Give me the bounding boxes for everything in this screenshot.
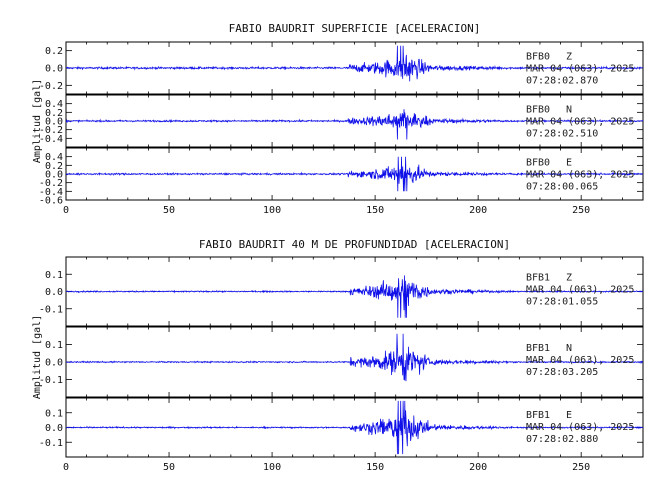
- record-time: 07:28:02.870: [526, 76, 598, 87]
- y-tick-label: 0.0: [45, 287, 63, 298]
- component-code: N: [566, 343, 572, 354]
- seismic-trace: [65, 400, 644, 455]
- component-code: E: [566, 158, 572, 169]
- seismic-trace: [65, 275, 644, 318]
- seismic-trace: [65, 156, 643, 192]
- record-time: 07:28:03.205: [526, 367, 598, 378]
- record-time: 07:28:00.065: [526, 182, 598, 193]
- record-time: 07:28:02.510: [526, 129, 598, 140]
- y-tick-label: 0.4: [45, 152, 63, 163]
- x-tick-label: 100: [263, 462, 281, 473]
- record-time: 07:28:02.880: [526, 434, 598, 445]
- y-tick-label: 0.1: [45, 408, 63, 419]
- station-code: BFB1: [526, 410, 550, 421]
- x-tick-label: 150: [366, 205, 384, 216]
- record-time: 07:28:01.055: [526, 296, 598, 307]
- y-tick-label: -0.1: [39, 375, 63, 386]
- y-tick-label: -0.4: [39, 134, 63, 145]
- x-tick-label: 0: [63, 462, 69, 473]
- station-code: BFB1: [526, 343, 550, 354]
- y-axis-label: Amplitud [gal]: [32, 315, 43, 399]
- y-tick-label: 0.0: [45, 358, 63, 369]
- component-code: N: [566, 105, 572, 116]
- record-date: MAR 04 (063), 2025: [526, 170, 634, 181]
- y-tick-label: -0.1: [39, 304, 63, 315]
- y-tick-label: 0.4: [45, 99, 63, 110]
- component-code: Z: [566, 272, 572, 283]
- station-code: BFB0: [526, 158, 550, 169]
- x-tick-label: 100: [263, 205, 281, 216]
- record-date: MAR 04 (063), 2025: [526, 284, 634, 295]
- y-tick-label: 0.0: [45, 64, 63, 75]
- y-tick-label: 0.1: [45, 340, 63, 351]
- seismic-trace: [65, 109, 644, 140]
- station-code: BFB1: [526, 272, 550, 283]
- x-tick-label: 200: [469, 205, 487, 216]
- x-tick-label: 50: [163, 462, 175, 473]
- y-tick-label: -0.2: [39, 178, 63, 189]
- component-code: Z: [566, 52, 572, 63]
- y-tick-label: -0.1: [39, 438, 63, 449]
- record-date: MAR 04 (063), 2025: [526, 64, 634, 75]
- x-tick-label: 0: [63, 205, 69, 216]
- y-tick-label: -0.4: [39, 187, 63, 198]
- seismic-trace: [65, 45, 644, 82]
- record-date: MAR 04 (063), 2025: [526, 117, 634, 128]
- station-code: BFB0: [526, 52, 550, 63]
- seismic-trace: [65, 333, 644, 382]
- y-tick-label: 0.2: [45, 161, 63, 172]
- y-tick-label: 0.1: [45, 270, 63, 281]
- record-date: MAR 04 (063), 2025: [526, 355, 634, 366]
- chart-title: FABIO BAUDRIT SUPERFICIE [ACELERACION]: [229, 22, 481, 35]
- x-tick-label: 200: [469, 462, 487, 473]
- chart-title: FABIO BAUDRIT 40 M DE PROFUNDIDAD [ACELE…: [199, 238, 510, 251]
- record-date: MAR 04 (063), 2025: [526, 422, 634, 433]
- component-code: E: [566, 410, 572, 421]
- x-tick-label: 50: [163, 205, 175, 216]
- y-tick-label: 0.0: [45, 117, 63, 128]
- station-code: BFB0: [526, 105, 550, 116]
- x-tick-label: 250: [572, 462, 590, 473]
- x-tick-label: 250: [572, 205, 590, 216]
- y-tick-label: 0.2: [45, 46, 63, 57]
- x-tick-label: 150: [366, 462, 384, 473]
- y-tick-label: 0.0: [45, 170, 63, 181]
- y-axis-label: Amplitud [gal]: [32, 79, 43, 163]
- y-tick-label: -0.6: [39, 196, 63, 207]
- y-tick-label: 0.2: [45, 108, 63, 119]
- y-tick-label: -0.2: [39, 125, 63, 136]
- y-tick-label: 0.0: [45, 423, 63, 434]
- y-tick-label: -0.2: [39, 81, 63, 92]
